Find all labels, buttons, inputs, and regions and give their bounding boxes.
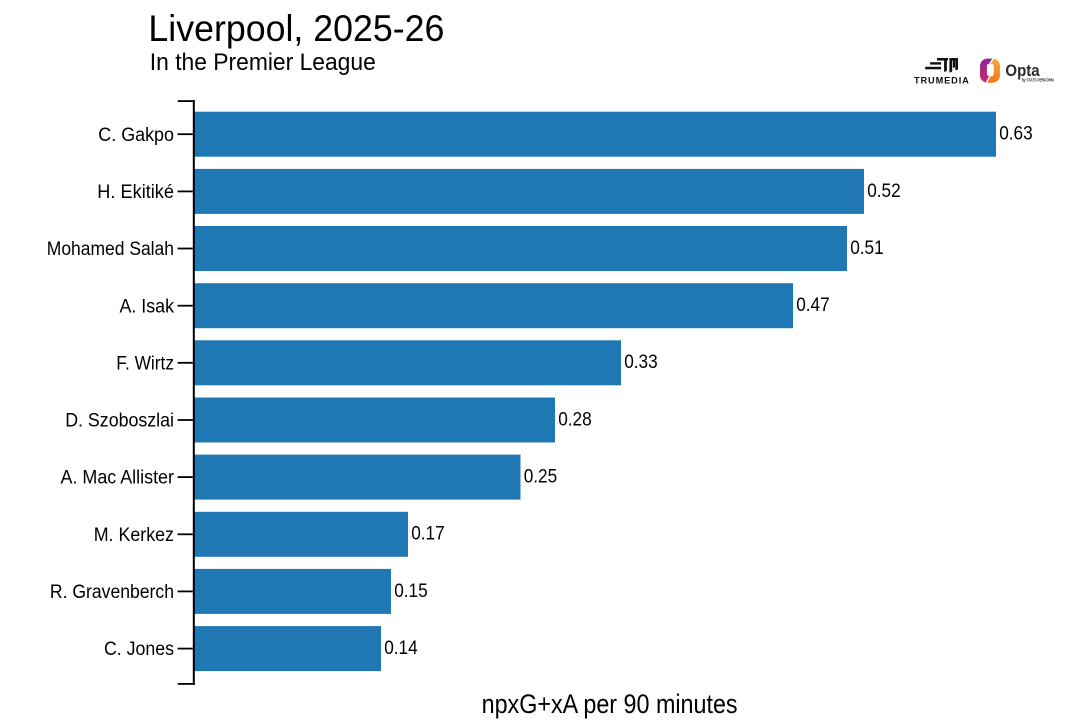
svg-text:A. Isak: A. Isak	[120, 296, 175, 317]
svg-text:0.15: 0.15	[394, 581, 428, 602]
svg-text:F. Wirtz: F. Wirtz	[116, 353, 174, 374]
svg-text:In the Premier League: In the Premier League	[150, 49, 376, 76]
svg-text:0.47: 0.47	[796, 295, 830, 316]
svg-text:0.17: 0.17	[411, 524, 445, 545]
svg-text:D. Szoboszlai: D. Szoboszlai	[65, 411, 174, 432]
svg-text:Opta: Opta	[1005, 62, 1040, 80]
svg-text:C. Gakpo: C. Gakpo	[98, 125, 174, 146]
svg-text:0.25: 0.25	[524, 467, 558, 488]
svg-text:H. Ekitiké: H. Ekitiké	[97, 182, 174, 203]
svg-text:C. Jones: C. Jones	[104, 639, 174, 660]
svg-text:by STATS PERFORM: by STATS PERFORM	[1022, 77, 1054, 82]
svg-text:Mohamed Salah: Mohamed Salah	[47, 239, 174, 260]
svg-text:0.28: 0.28	[558, 409, 592, 430]
svg-text:0.63: 0.63	[999, 124, 1032, 145]
svg-text:TRUMEDIA: TRUMEDIA	[914, 75, 970, 85]
svg-text:Liverpool, 2025-26: Liverpool, 2025-26	[148, 7, 444, 49]
svg-text:0.51: 0.51	[850, 238, 884, 259]
svg-text:M. Kerkez: M. Kerkez	[94, 525, 174, 546]
svg-text:0.14: 0.14	[384, 638, 418, 659]
svg-text:A. Mac Allister: A. Mac Allister	[61, 468, 175, 489]
svg-text:npxG+xA per 90 minutes: npxG+xA per 90 minutes	[482, 689, 738, 719]
svg-text:0.33: 0.33	[624, 352, 658, 373]
svg-text:0.52: 0.52	[867, 181, 901, 202]
svg-text:R. Gravenberch: R. Gravenberch	[50, 582, 174, 603]
